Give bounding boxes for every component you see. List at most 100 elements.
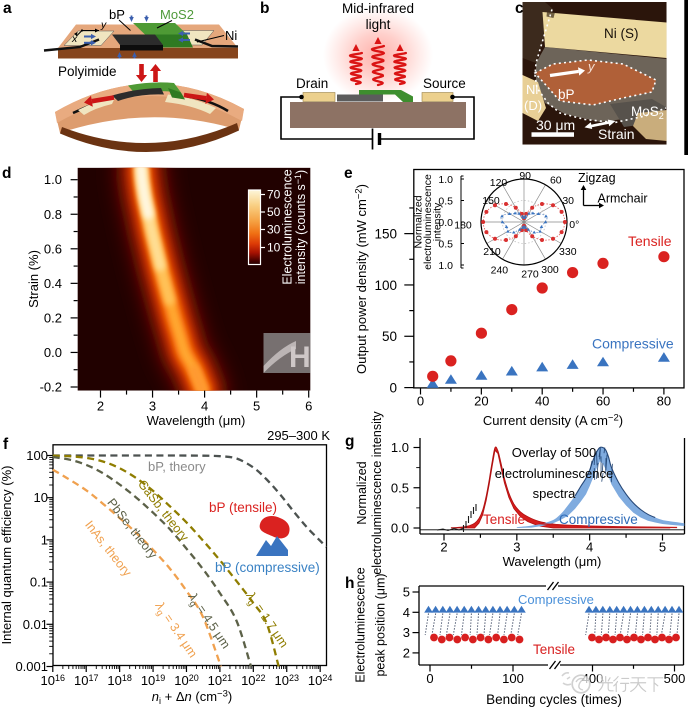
svg-text:30: 30 [267, 223, 281, 237]
svg-text:240: 240 [491, 265, 509, 277]
svg-text:2: 2 [403, 645, 410, 660]
svg-text:50: 50 [382, 329, 397, 344]
svg-text:y: y [587, 59, 596, 74]
svg-text:0: 0 [417, 394, 424, 409]
svg-text:70: 70 [267, 188, 281, 202]
svg-text:0.5: 0.5 [438, 195, 453, 207]
svg-text:1.0: 1.0 [438, 260, 453, 272]
svg-text:Strain (%): Strain (%) [26, 250, 41, 308]
svg-text:100: 100 [502, 671, 524, 686]
svg-text:-0.2: -0.2 [40, 380, 62, 395]
svg-text:Tensile: Tensile [628, 233, 672, 249]
svg-text:x: x [71, 33, 78, 45]
svg-text:0.5: 0.5 [391, 480, 409, 495]
svg-text:f: f [3, 436, 9, 453]
svg-text:bP: bP [558, 87, 575, 102]
svg-text:5: 5 [253, 399, 260, 414]
svg-text:h: h [345, 575, 354, 592]
svg-text:0: 0 [389, 380, 397, 395]
svg-text:Ni (S): Ni (S) [604, 26, 639, 41]
svg-text:Strain: Strain [598, 126, 635, 142]
svg-text:Armchair: Armchair [598, 192, 648, 206]
svg-text:90: 90 [519, 170, 531, 182]
svg-text:0.01: 0.01 [23, 617, 48, 632]
svg-text:10: 10 [267, 241, 281, 255]
svg-text:0.0: 0.0 [44, 345, 62, 360]
svg-text:0.8: 0.8 [44, 207, 62, 222]
svg-text:210: 210 [483, 246, 501, 258]
svg-text:(D): (D) [524, 98, 542, 113]
svg-text:10: 10 [34, 490, 48, 505]
svg-text:electroluminescence: electroluminescence [495, 466, 614, 481]
svg-text:bP: bP [109, 7, 125, 22]
svg-text:0.4: 0.4 [44, 276, 62, 291]
svg-text:330: 330 [559, 246, 577, 258]
svg-text:Internal quantum efficiency (%: Internal quantum efficiency (%) [0, 466, 14, 645]
svg-text:Electroluminescence: Electroluminescence [281, 169, 295, 284]
svg-text:150: 150 [482, 195, 500, 207]
svg-text:Current density (A cm−2): Current density (A cm−2) [483, 413, 623, 429]
svg-text:Output power density (mW cm−2): Output power density (mW cm−2) [354, 184, 370, 374]
svg-text:100: 100 [26, 448, 48, 463]
svg-text:bP (compressive): bP (compressive) [215, 560, 320, 575]
svg-text:0°: 0° [569, 219, 579, 231]
svg-text:H: H [289, 341, 311, 374]
svg-text:5: 5 [659, 540, 666, 555]
svg-text:Ni: Ni [526, 82, 538, 97]
svg-text:spectra: spectra [533, 486, 576, 501]
svg-text:0.1: 0.1 [30, 575, 48, 590]
svg-text:Compressive: Compressive [518, 592, 594, 607]
svg-text:0.001: 0.001 [15, 659, 48, 674]
svg-text:6: 6 [305, 399, 312, 414]
svg-text:e: e [344, 165, 353, 182]
svg-text:1.0: 1.0 [391, 440, 409, 455]
svg-text:0.6: 0.6 [44, 241, 62, 256]
svg-text:Mid-infrared: Mid-infrared [342, 1, 414, 16]
svg-text:Wavelength (μm): Wavelength (μm) [503, 554, 602, 569]
svg-text:295–300 K: 295–300 K [267, 428, 330, 443]
svg-text:0.5: 0.5 [438, 238, 453, 250]
svg-text:Compressive: Compressive [559, 512, 638, 527]
svg-text:3: 3 [403, 625, 410, 640]
svg-text:ni + Δn (cm−3): ni + Δn (cm−3) [152, 689, 232, 707]
svg-text:0.0: 0.0 [391, 521, 409, 536]
svg-text:a: a [3, 0, 12, 17]
svg-text:intensity (counts s−1): intensity (counts s−1) [293, 170, 308, 284]
svg-text:d: d [2, 165, 11, 182]
svg-text:0.2: 0.2 [44, 310, 62, 325]
svg-text:80: 80 [657, 394, 671, 409]
svg-text:3: 3 [149, 399, 156, 414]
svg-text:electroluminescence intensity: electroluminescence intensity [370, 411, 384, 575]
svg-text:Normalized: Normalized [413, 195, 425, 248]
svg-text:40: 40 [535, 394, 549, 409]
svg-text:y: y [100, 19, 107, 31]
svg-text:light: light [366, 17, 391, 32]
svg-text:b: b [260, 0, 269, 17]
svg-text:120: 120 [490, 177, 508, 189]
svg-text:g: g [345, 433, 354, 450]
svg-text:MoS2: MoS2 [631, 104, 664, 121]
svg-text:100: 100 [374, 278, 397, 293]
svg-text:bP, theory: bP, theory [148, 459, 206, 474]
svg-text:4: 4 [403, 605, 410, 620]
svg-text:0: 0 [426, 671, 433, 686]
svg-text:2: 2 [97, 399, 104, 414]
svg-text:MoS2: MoS2 [160, 7, 194, 22]
svg-text:Bending cycles (times): Bending cycles (times) [486, 692, 622, 707]
svg-text:180: 180 [454, 220, 472, 232]
svg-text:150: 150 [374, 226, 397, 241]
svg-text:4: 4 [201, 399, 208, 414]
svg-text:Normalized: Normalized [355, 461, 369, 524]
svg-text:270: 270 [521, 269, 539, 281]
svg-text:Electroluminescence: Electroluminescence [354, 567, 368, 682]
svg-text:peak position (μm): peak position (μm) [374, 573, 388, 676]
svg-text:0.0: 0.0 [438, 217, 453, 229]
svg-text:bP (tensile): bP (tensile) [209, 500, 277, 515]
svg-text:1.0: 1.0 [438, 174, 453, 186]
svg-text:30 μm: 30 μm [536, 117, 575, 133]
svg-text:c: c [515, 0, 524, 17]
svg-text:Polyimide: Polyimide [58, 64, 117, 79]
svg-text:4: 4 [586, 540, 593, 555]
svg-text:intensity: intensity [432, 202, 444, 241]
svg-text:300: 300 [541, 264, 559, 276]
